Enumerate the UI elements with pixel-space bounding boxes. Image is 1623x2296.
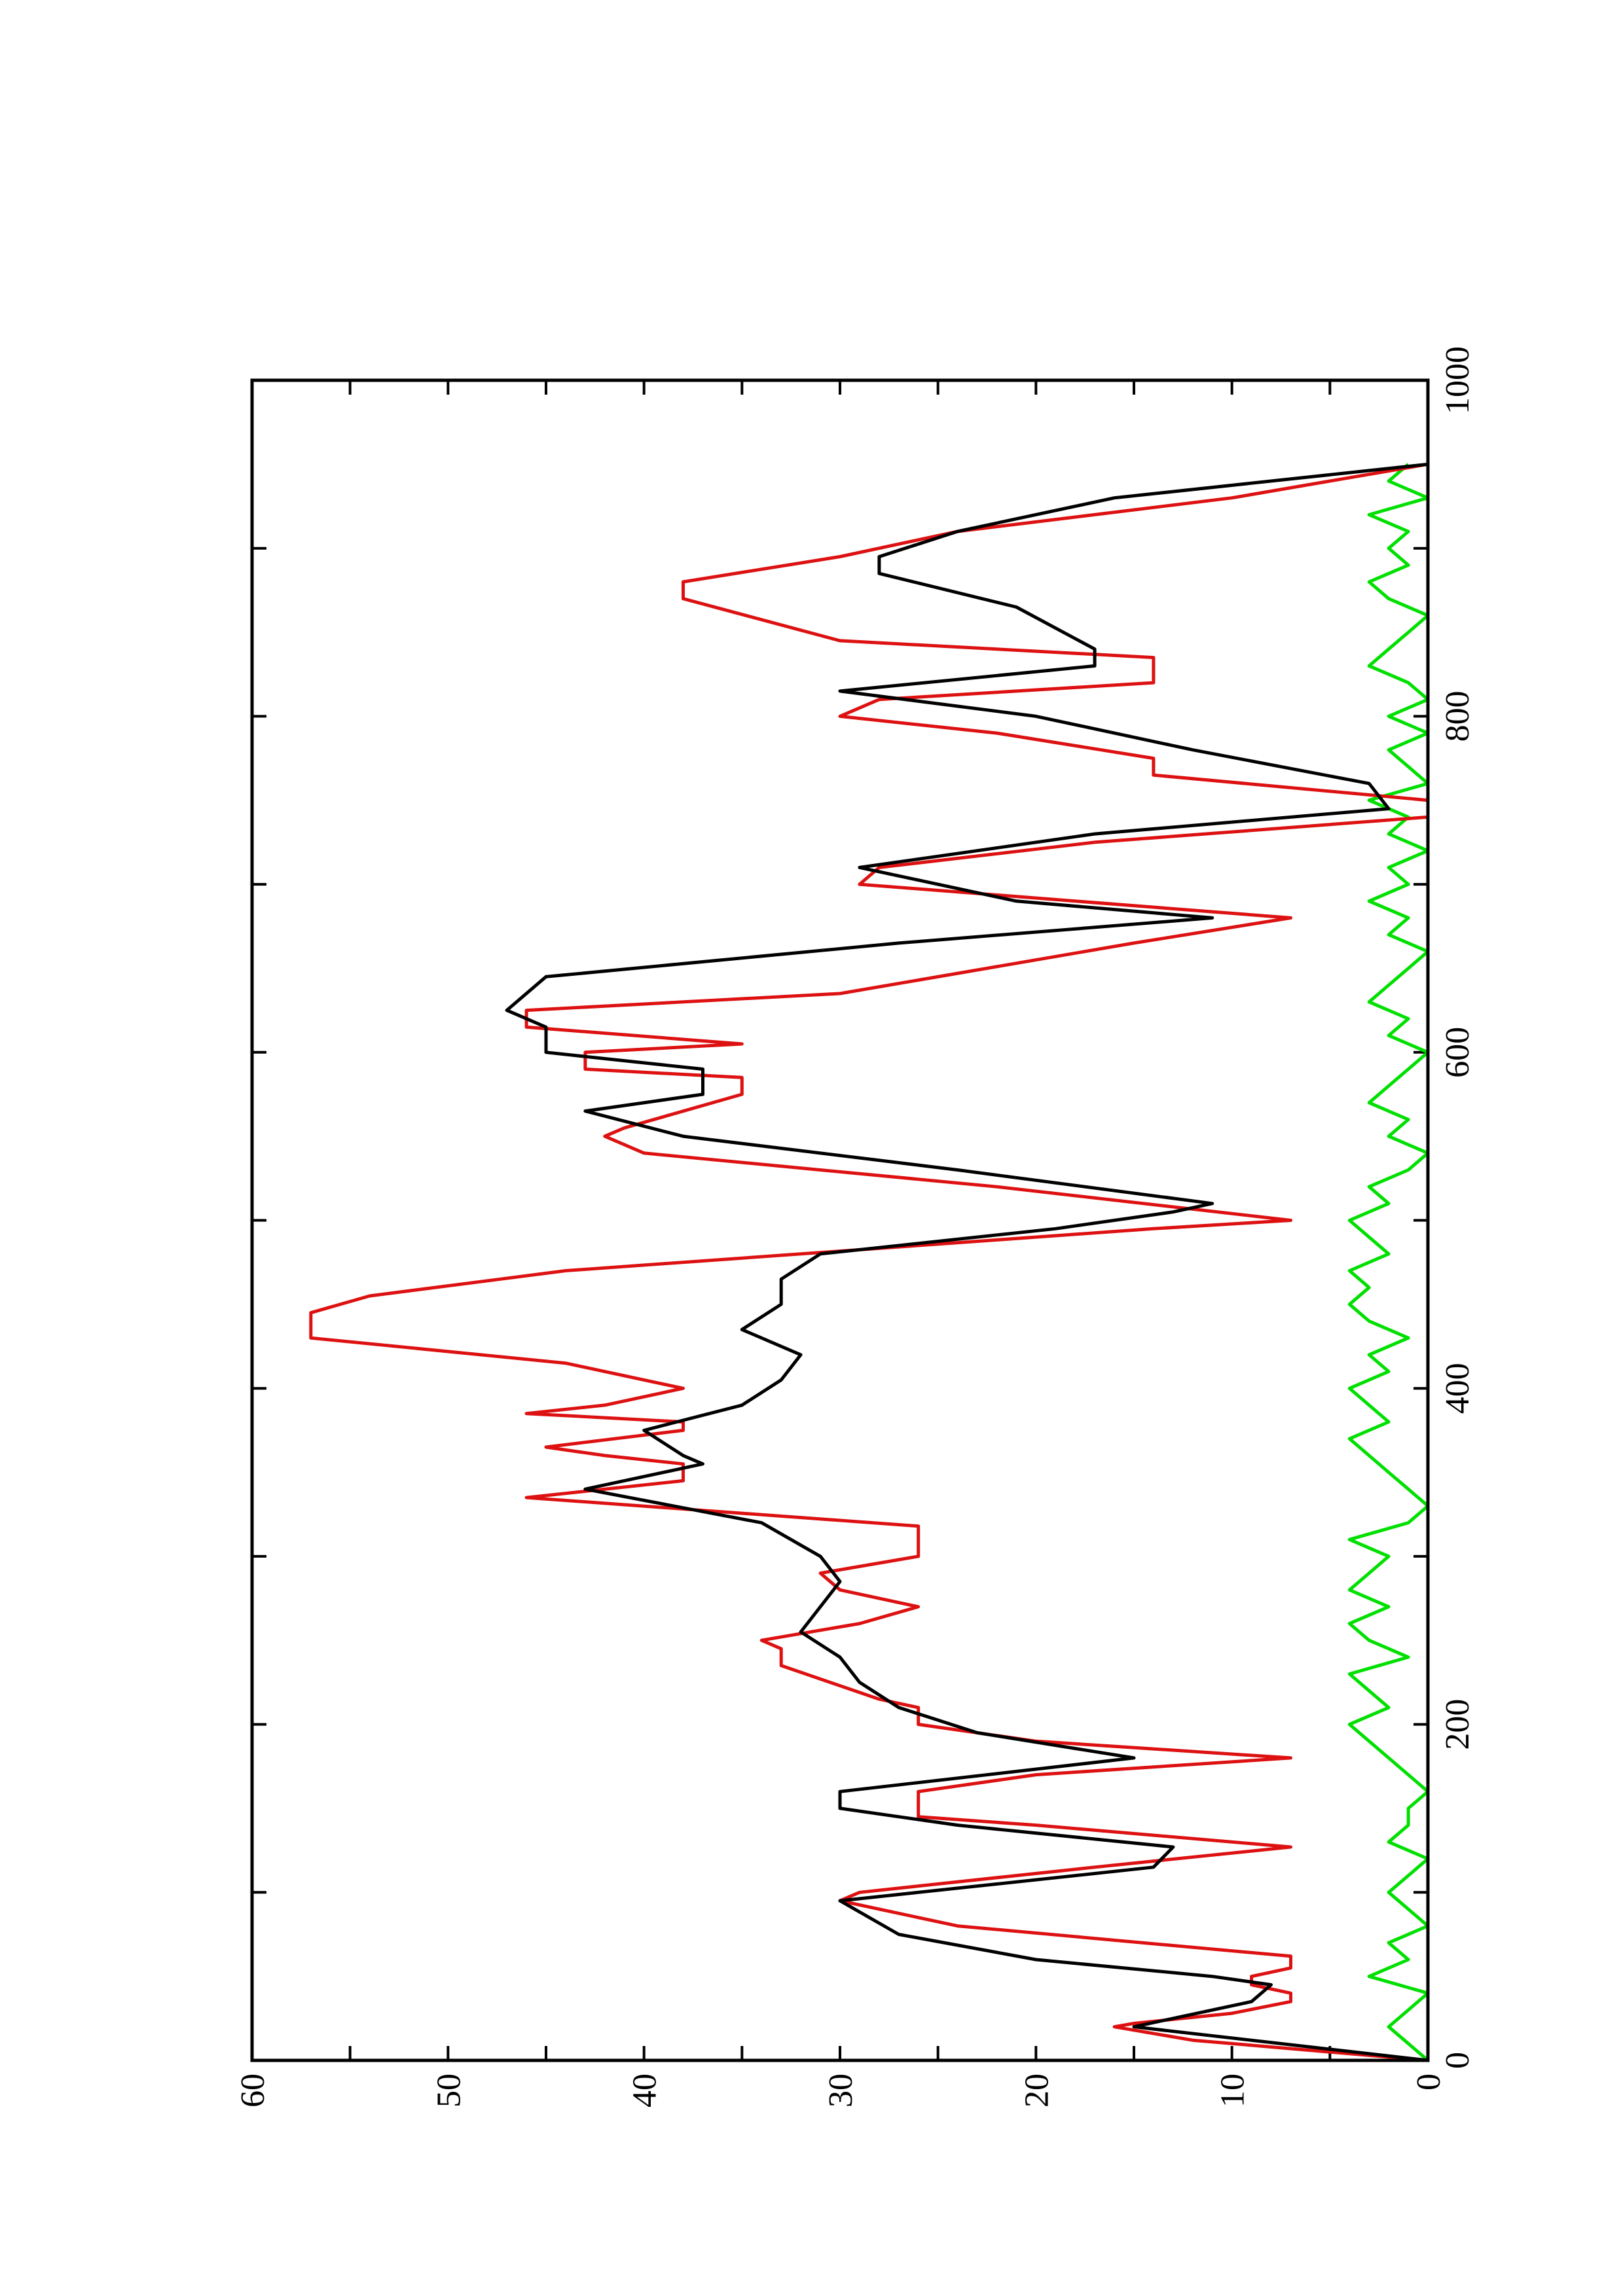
series-line [309,462,1430,2062]
x-tick-label: 200 [1439,1699,1476,1750]
y-tick-label: 40 [627,2073,664,2108]
x-tick-label: 800 [1439,691,1476,742]
x-tick-label: 600 [1439,1027,1476,1078]
x-tick-label: 1000 [1439,346,1476,414]
y-tick-label: 20 [1018,2073,1055,2108]
x-tick-label: 0 [1439,2052,1476,2069]
series-line [505,462,1429,2062]
y-tick-label: 60 [234,2073,272,2108]
y-tick-label: 10 [1214,2073,1252,2108]
plot-frame [250,378,1430,2062]
series-line [1347,463,1430,2062]
y-tick-label: 0 [1410,2073,1448,2090]
rotated-plot: 0 200 400 600 800 1000 0 10 20 30 40 50 60 [234,346,1476,2108]
y-tick-label: 50 [430,2073,467,2108]
x-tick-label: 400 [1439,1363,1476,1414]
y-tick-label: 30 [822,2073,860,2108]
